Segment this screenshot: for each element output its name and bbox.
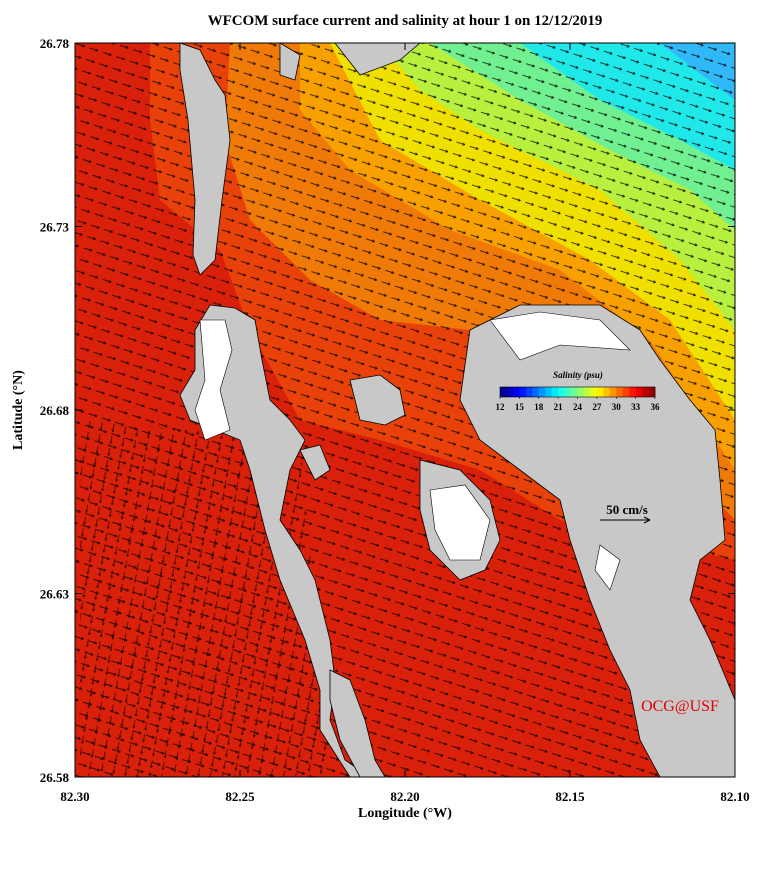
colorbar-cell (622, 387, 630, 397)
colorbar-cell (629, 387, 636, 397)
x-tick-label: 82.30 (60, 789, 89, 804)
x-tick-label: 82.10 (720, 789, 749, 804)
colorbar-cell (538, 387, 546, 397)
colorbar-tick-label: 24 (573, 402, 583, 412)
x-tick-label: 82.15 (555, 789, 585, 804)
colorbar-cell (558, 387, 565, 397)
colorbar: 12 15 18 21 24 27 30 33 36 (496, 386, 661, 412)
colorbar-cell (571, 387, 578, 397)
colorbar-cell (512, 387, 520, 397)
x-tick-label: 82.20 (390, 789, 419, 804)
y-tick-label: 26.73 (40, 220, 70, 235)
y-tick-label: 26.58 (40, 770, 70, 785)
y-tick-label: 26.78 (40, 36, 70, 51)
map-field (75, 43, 735, 777)
colorbar-tick-label: 15 (515, 402, 525, 412)
y-tick-label: 26.68 (40, 403, 70, 418)
colorbar-cell (596, 387, 604, 397)
chart-title: WFCOM surface current and salinity at ho… (208, 13, 603, 29)
colorbar-cell (642, 387, 649, 397)
colorbar-cell (506, 387, 514, 397)
colorbar-cell (500, 387, 507, 397)
x-axis-title: Longitude (°W) (358, 806, 452, 821)
colorbar-cell (635, 387, 643, 397)
colorbar-cell (519, 387, 527, 397)
land-interior (194, 311, 631, 591)
colorbar-tick-label: 27 (592, 402, 602, 412)
scale-arrow-head (643, 516, 651, 524)
scale-label: 50 cm/s (606, 502, 648, 517)
colorbar-cell (545, 387, 552, 397)
colorbar-tick-label: 18 (534, 402, 544, 412)
colorbar-cell (648, 387, 656, 397)
colorbar-cell (532, 387, 540, 397)
colorbar-cell (603, 387, 611, 397)
colorbar-cell (583, 387, 591, 397)
colorbar-tick-label: 30 (612, 402, 622, 412)
colorbar-tick-label: 36 (651, 402, 661, 412)
colorbar-cell (551, 387, 559, 397)
colorbar-tick-label: 33 (631, 402, 641, 412)
colorbar-cell (616, 387, 624, 397)
colorbar-title: Salinity (psu) (553, 370, 603, 380)
x-tick-label: 82.25 (225, 789, 255, 804)
colorbar-cell (609, 387, 617, 397)
colorbar-tick-label: 12 (496, 402, 506, 412)
colorbar-cell (590, 387, 598, 397)
colorbar-cell (577, 387, 585, 397)
y-axis-title: Latitude (°N) (11, 370, 26, 450)
colorbar-tick-label: 21 (554, 402, 564, 412)
colorbar-cell (525, 387, 533, 397)
y-tick-label: 26.63 (40, 587, 70, 602)
colorbar-cell (564, 387, 572, 397)
credit: OCG@USF (641, 698, 719, 715)
